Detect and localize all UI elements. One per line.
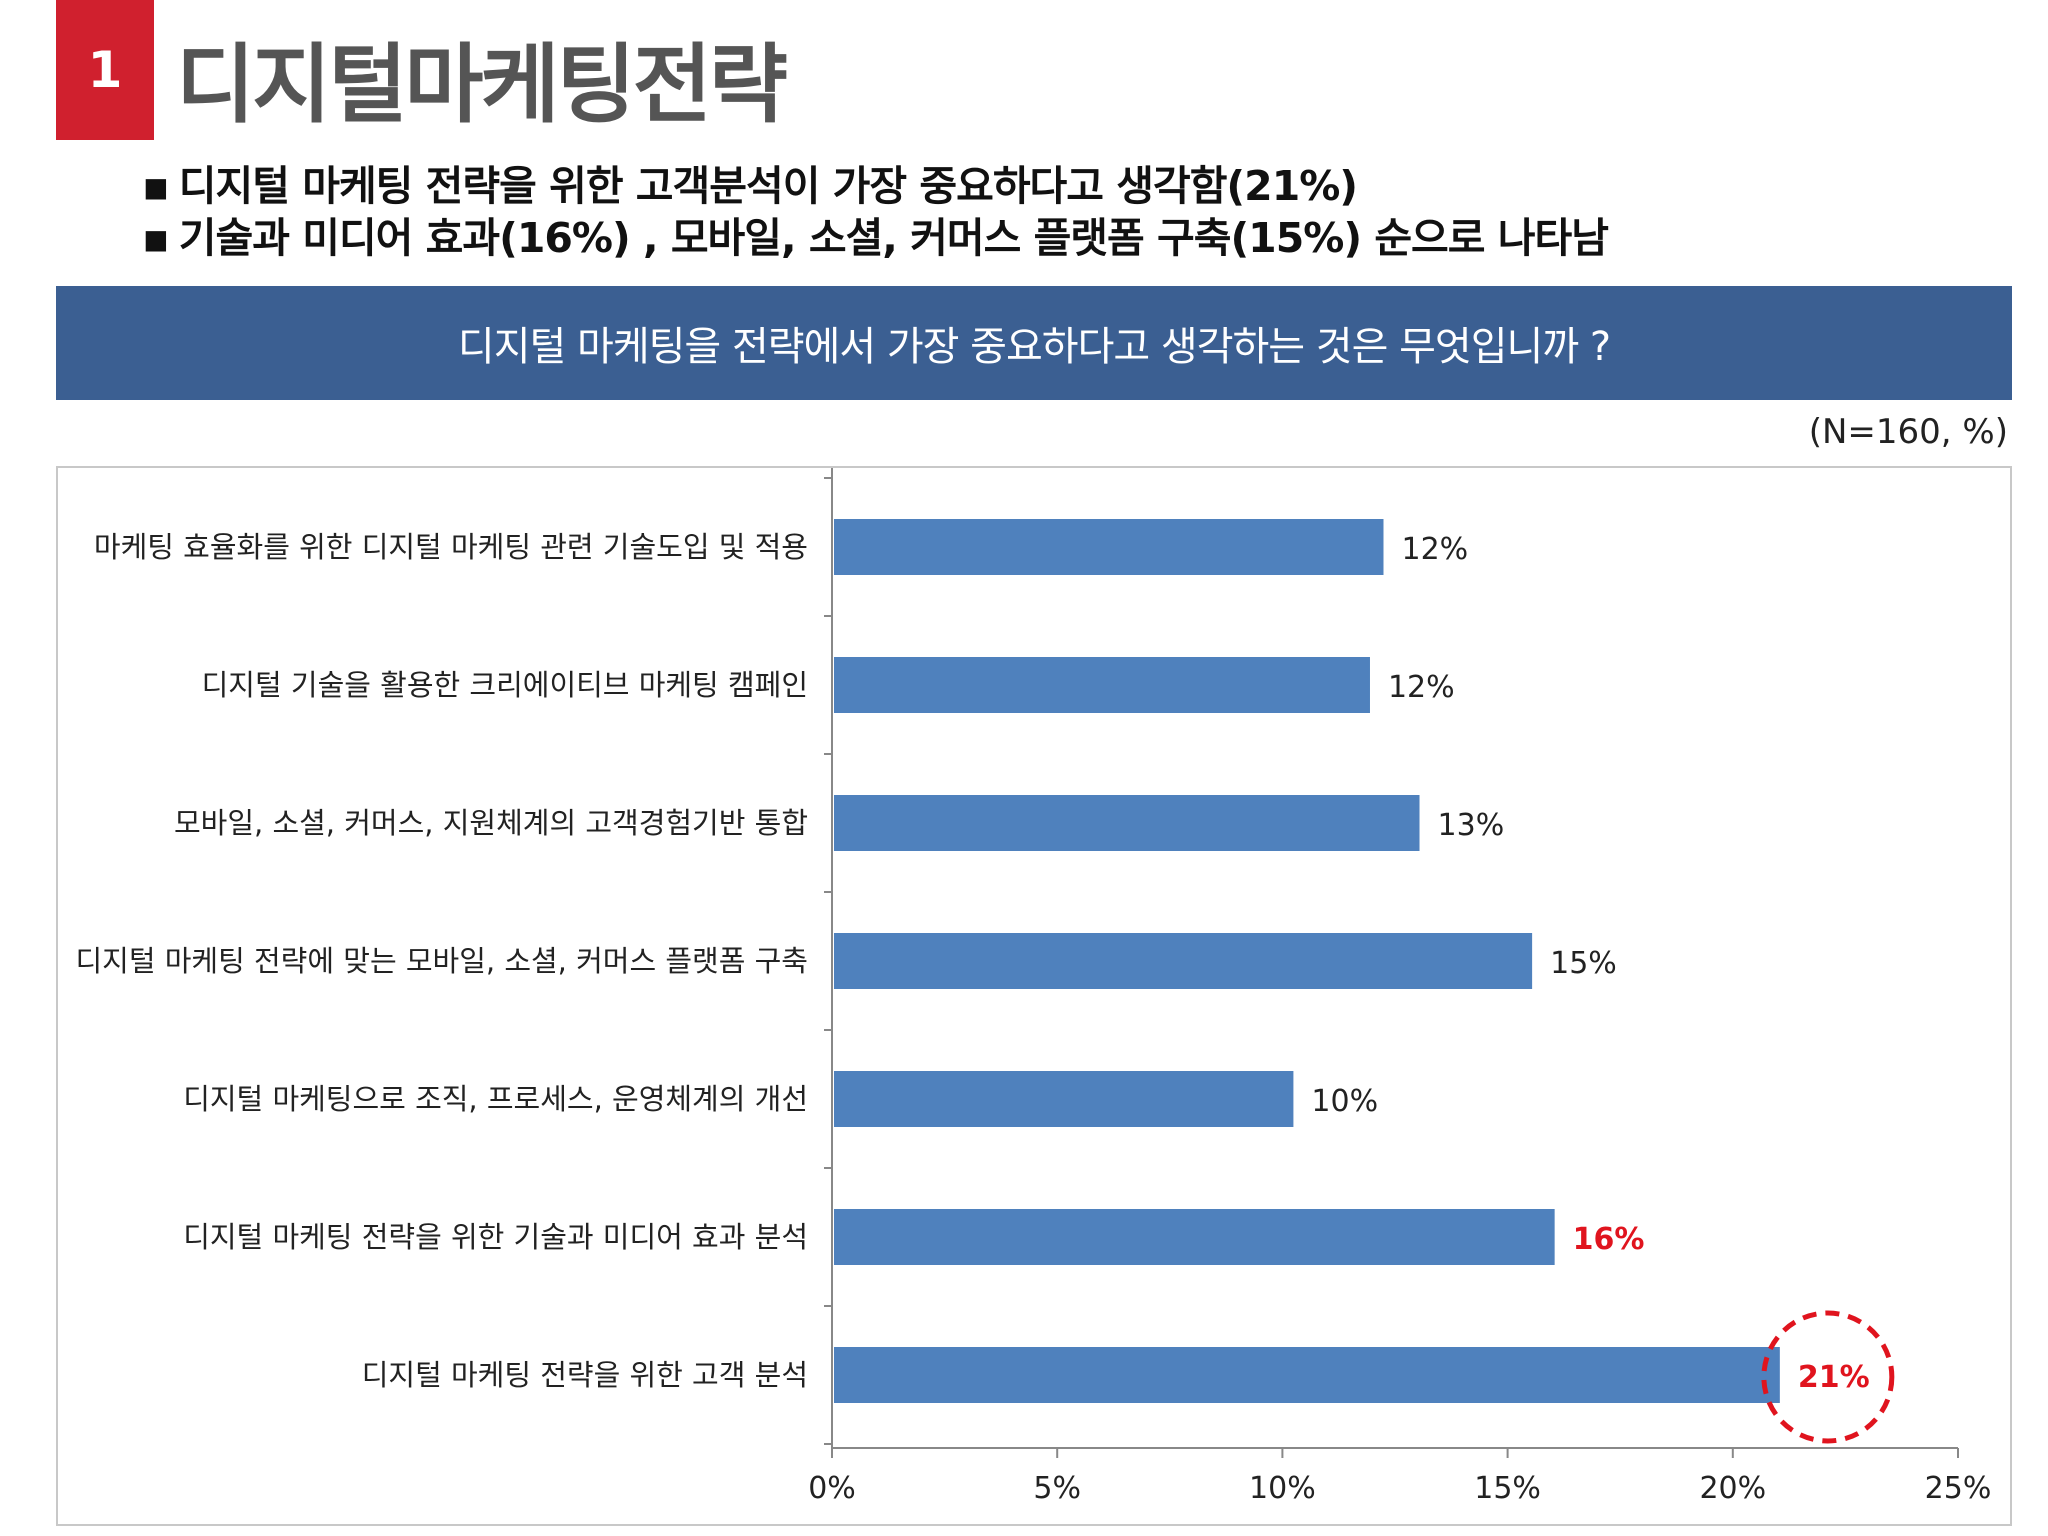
bar [834,1209,1555,1265]
x-tick-label: 20% [1699,1471,1766,1506]
category-label: 디지털 마케팅 전략에 맞는 모바일, 소셜, 커머스 플랫폼 구축 [75,944,808,978]
bar [834,1347,1780,1403]
x-tick-label: 5% [1033,1471,1081,1506]
bar-chart: 0% 5% 10% 15% 20% 25% 마케팅 효율화를 위한 디지털 마케팅 관련 기… [75,468,1992,1506]
category-label: 디지털 마케팅 전략을 위한 고객 분석 [362,1358,808,1392]
category-label: 디지털 기술을 활용한 크리에이티브 마케팅 캠페인 [202,668,808,702]
bar [834,795,1420,851]
bar [834,1071,1294,1127]
category-label: 모바일, 소셜, 커머스, 지원체계의 고객경험기반 통합 [174,806,808,840]
x-tick-label: 0% [808,1471,856,1506]
chart-container: 0% 5% 10% 15% 20% 25% 마케팅 효율화를 위한 디지털 마케팅 관련 기… [56,466,2012,1526]
bar [834,933,1533,989]
data-label: 12% [1388,670,1455,705]
summary-bullets: 디지털 마케팅 전략을 위한 고객분석이 가장 중요하다고 생각함(21%) 기… [142,160,1609,264]
x-tick-label: 15% [1474,1471,1541,1506]
summary-bullet-2: 기술과 미디어 효과(16%) , 모바일, 소셜, 커머스 플랫폼 구축(15… [142,212,1609,264]
category-label: 디지털 마케팅 전략을 위한 기술과 미디어 효과 분석 [183,1220,808,1254]
data-label: 16% [1573,1222,1645,1257]
data-label: 15% [1550,946,1617,981]
data-label: 12% [1401,532,1468,567]
data-label: 13% [1438,808,1505,843]
sample-size-note: (N=160, %) [1808,412,2008,452]
x-tick-label: 10% [1249,1471,1316,1506]
summary-bullet-1: 디지털 마케팅 전략을 위한 고객분석이 가장 중요하다고 생각함(21%) [142,160,1608,212]
question-text: 디지털 마케팅을 전략에서 가장 중요하다고 생각하는 것은 무엇입니까 ? [457,324,1611,370]
bar [834,657,1370,713]
data-label: 21% [1798,1360,1870,1395]
data-label: 10% [1311,1084,1378,1119]
section-number-badge: 1 [56,0,154,140]
category-label: 마케팅 효율화를 위한 디지털 마케팅 관련 기술도입 및 적용 [94,530,808,564]
category-label: 디지털 마케팅으로 조직, 프로세스, 운영체계의 개선 [183,1082,808,1116]
question-banner: 디지털 마케팅을 전략에서 가장 중요하다고 생각하는 것은 무엇입니까 ? [56,286,2012,400]
highlight-circle [1761,1310,1895,1444]
x-tick-label: 25% [1925,1471,1992,1506]
bar [834,519,1384,575]
page-title: 디지털마케팅전략 [176,35,788,135]
